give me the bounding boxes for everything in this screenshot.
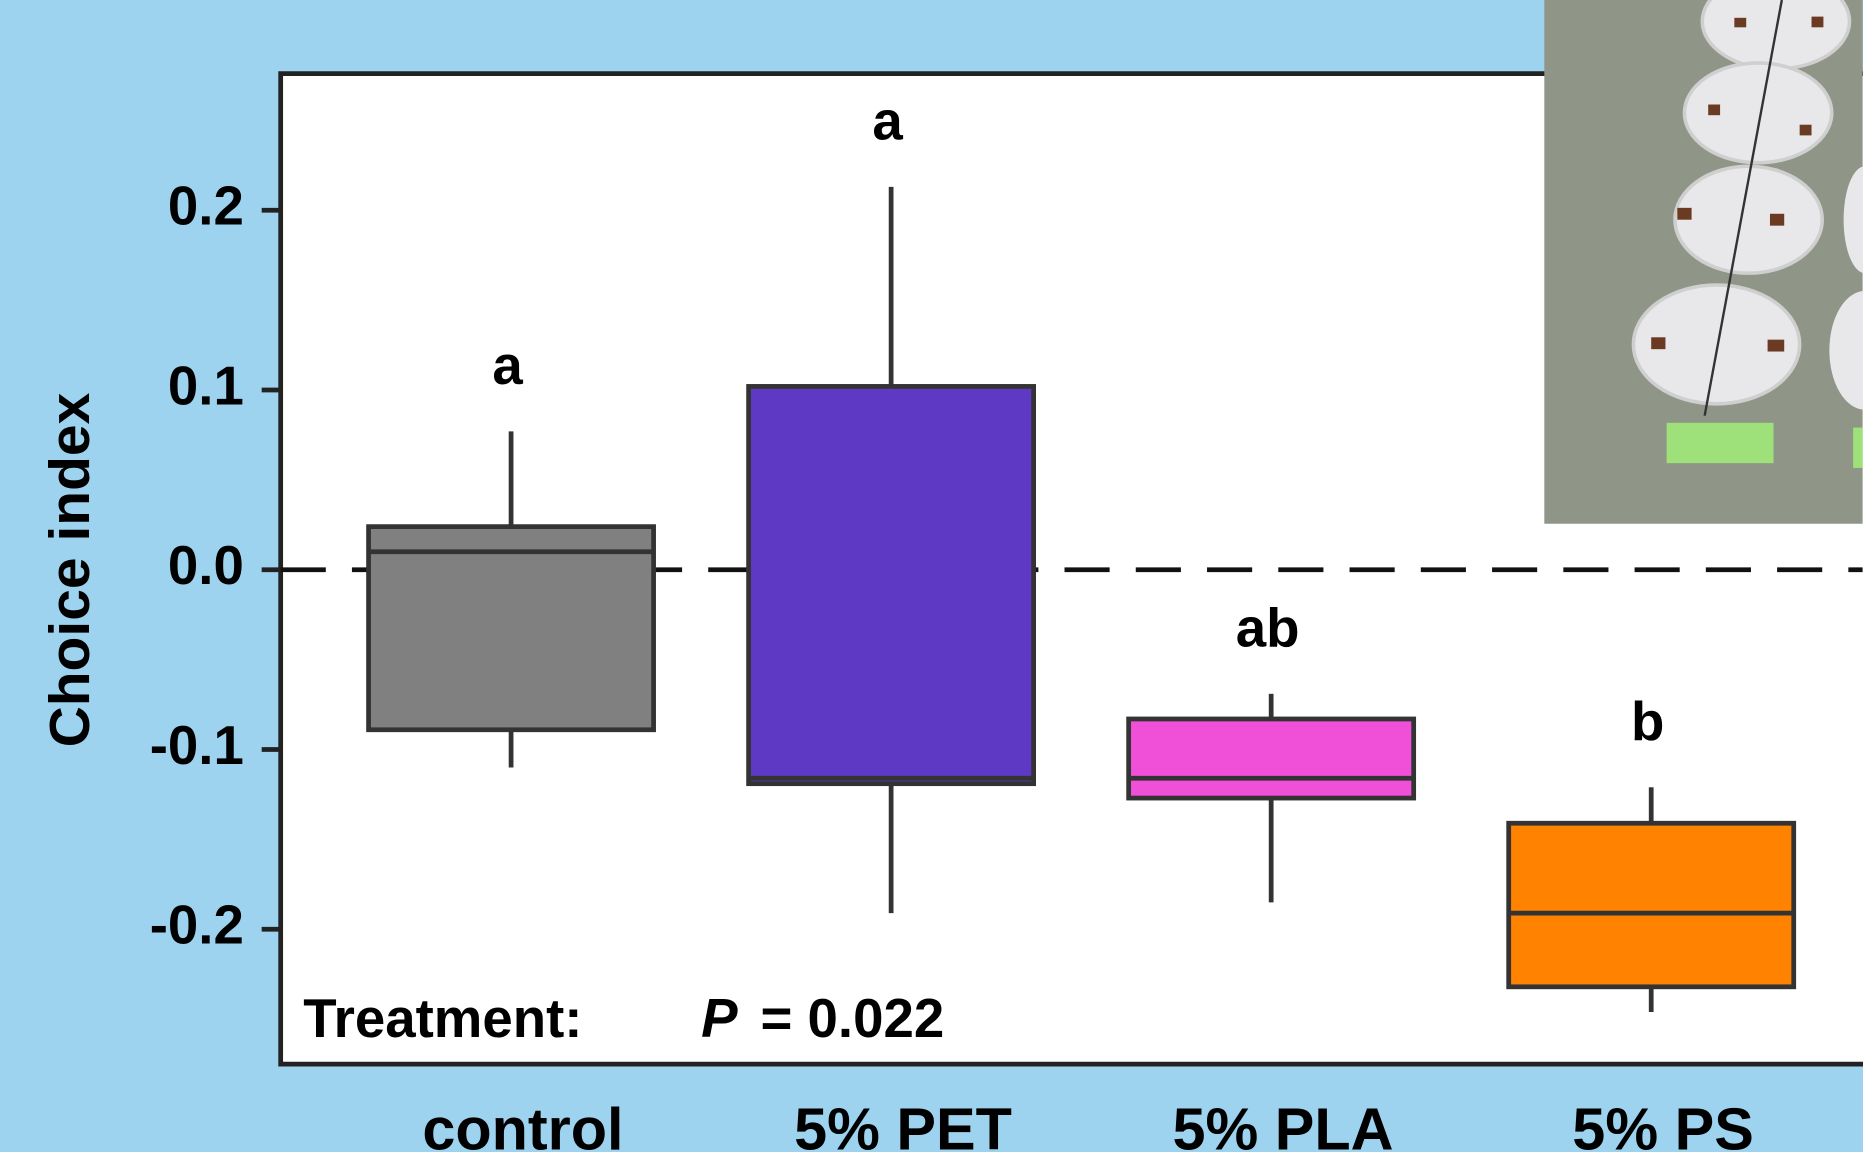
inset-photo <box>1544 0 1863 524</box>
x-tick-label: 5% PS <box>1572 1096 1754 1152</box>
group-letter: ab <box>1236 597 1300 658</box>
box <box>369 527 654 730</box>
group-letter: a <box>872 90 903 151</box>
x-tick-label: 5% PET <box>794 1096 1012 1152</box>
chart: Choice index Treatment: P = 0.022 -0.2 -0… <box>0 0 1863 1152</box>
y-tick-label: 0.1 <box>168 355 244 416</box>
box <box>1509 823 1794 987</box>
y-tick-label: 0.2 <box>168 176 244 237</box>
group-letter: a <box>492 335 523 396</box>
y-tick-label: 0.0 <box>168 535 244 596</box>
page: {"chart_data": {"type": "box", "ylabel":… <box>0 0 1863 1152</box>
x-tick-label: 5% PLA <box>1173 1096 1394 1152</box>
y-tick-label: -0.2 <box>150 895 244 956</box>
box <box>1129 719 1414 798</box>
x-tick-label: control <box>422 1096 623 1152</box>
annotation-symbol: P <box>701 988 738 1049</box>
box <box>749 386 1034 783</box>
annotation-label: Treatment: <box>303 988 582 1049</box>
group-letter: b <box>1631 691 1664 752</box>
annotation-value: = 0.022 <box>760 988 944 1049</box>
y-tick-label: -0.1 <box>150 715 244 776</box>
y-axis-label: Choice index <box>38 392 102 747</box>
